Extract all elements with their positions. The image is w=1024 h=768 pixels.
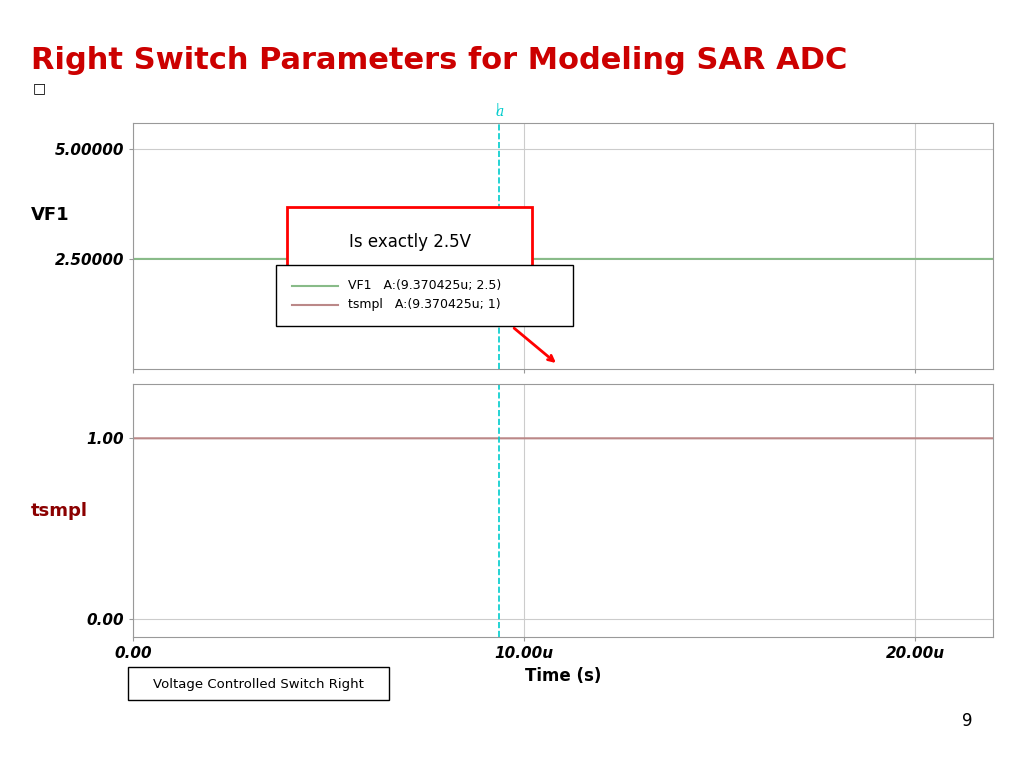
Text: a: a xyxy=(496,105,504,119)
X-axis label: Time (s): Time (s) xyxy=(525,667,601,685)
Text: Is exactly 2.5V: Is exactly 2.5V xyxy=(348,233,471,251)
FancyBboxPatch shape xyxy=(128,667,389,700)
Text: □: □ xyxy=(33,81,45,95)
Text: TEXAS INSTRUMENTS: TEXAS INSTRUMENTS xyxy=(800,727,979,740)
FancyBboxPatch shape xyxy=(276,265,573,326)
Text: Voltage Controlled Switch Right: Voltage Controlled Switch Right xyxy=(153,678,364,690)
Text: ••: •• xyxy=(757,723,783,743)
Text: tsmpl: tsmpl xyxy=(31,502,88,520)
Text: tsmpl   A:(9.370425u; 1): tsmpl A:(9.370425u; 1) xyxy=(348,299,501,311)
Text: 9: 9 xyxy=(963,712,973,730)
Text: VF1   A:(9.370425u; 2.5): VF1 A:(9.370425u; 2.5) xyxy=(348,280,502,292)
FancyBboxPatch shape xyxy=(287,207,532,276)
Text: |: | xyxy=(496,102,500,113)
Text: Right Switch Parameters for Modeling SAR ADC: Right Switch Parameters for Modeling SAR… xyxy=(31,46,847,75)
Text: VF1: VF1 xyxy=(31,206,70,224)
